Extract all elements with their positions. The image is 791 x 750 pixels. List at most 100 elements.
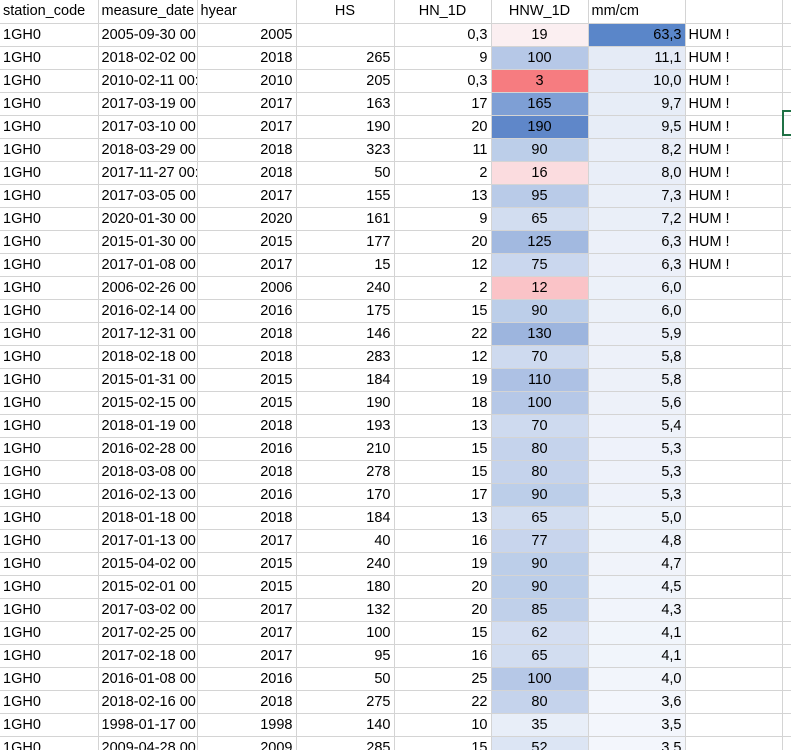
cell-hnw-1d[interactable]: 80: [491, 437, 589, 461]
cell-measure-date[interactable]: 1998-01-17 00:00: [98, 713, 198, 737]
cell-empty[interactable]: [782, 138, 791, 162]
cell-measure-date[interactable]: 2017-11-27 00:00: [98, 161, 198, 185]
cell-hyear[interactable]: 1998: [197, 713, 297, 737]
cell-mm-per-cm[interactable]: 3,5: [588, 713, 686, 737]
cell-empty[interactable]: [782, 276, 791, 300]
cell-hs[interactable]: 180: [296, 575, 395, 599]
cell-hs[interactable]: 40: [296, 529, 395, 553]
cell-hyear[interactable]: 2016: [197, 483, 297, 507]
cell-hs[interactable]: 193: [296, 414, 395, 438]
cell-hnw-1d[interactable]: 95: [491, 184, 589, 208]
cell-mm-per-cm[interactable]: 4,1: [588, 621, 686, 645]
cell-station-code[interactable]: 1GH0: [0, 92, 99, 116]
cell-hyear[interactable]: 2009: [197, 736, 297, 750]
cell-hnw-1d[interactable]: 35: [491, 713, 589, 737]
cell-empty[interactable]: [782, 345, 791, 369]
cell-station-code[interactable]: 1GH0: [0, 368, 99, 392]
cell-hnw-1d[interactable]: 12: [491, 276, 589, 300]
cell-hyear[interactable]: 2018: [197, 460, 297, 484]
cell-hn-1d[interactable]: 17: [394, 483, 492, 507]
cell-hn-1d[interactable]: 13: [394, 414, 492, 438]
cell-empty[interactable]: [782, 69, 791, 93]
cell-station-code[interactable]: 1GH0: [0, 690, 99, 714]
cell-mm-per-cm[interactable]: 3,5: [588, 736, 686, 750]
cell-hyear[interactable]: 2017: [197, 115, 297, 139]
cell-hn-1d[interactable]: 12: [394, 253, 492, 277]
cell-hyear[interactable]: 2020: [197, 207, 297, 231]
cell-hs[interactable]: 205: [296, 69, 395, 93]
cell-hs[interactable]: 15: [296, 253, 395, 277]
cell-station-code[interactable]: 1GH0: [0, 414, 99, 438]
cell-hnw-1d[interactable]: 90: [491, 575, 589, 599]
cell-hn-1d[interactable]: 20: [394, 598, 492, 622]
cell-hnw-1d[interactable]: 62: [491, 621, 589, 645]
cell-note[interactable]: [685, 690, 783, 714]
cell-hnw-1d[interactable]: 85: [491, 598, 589, 622]
cell-empty[interactable]: [782, 644, 791, 668]
cell-hyear[interactable]: 2016: [197, 437, 297, 461]
cell-empty[interactable]: [782, 184, 791, 208]
header-hn-1d[interactable]: HN_1D: [394, 0, 492, 24]
cell-hs[interactable]: 177: [296, 230, 395, 254]
cell-measure-date[interactable]: 2017-03-02 00:00: [98, 598, 198, 622]
cell-station-code[interactable]: 1GH0: [0, 713, 99, 737]
cell-station-code[interactable]: 1GH0: [0, 23, 99, 47]
cell-station-code[interactable]: 1GH0: [0, 253, 99, 277]
cell-measure-date[interactable]: 2018-03-08 00:00: [98, 460, 198, 484]
cell-station-code[interactable]: 1GH0: [0, 391, 99, 415]
cell-station-code[interactable]: 1GH0: [0, 736, 99, 750]
cell-empty[interactable]: [782, 667, 791, 691]
cell-measure-date[interactable]: 2020-01-30 00:00: [98, 207, 198, 231]
cell-note[interactable]: HUM !: [685, 46, 783, 70]
header-mm-per-cm[interactable]: mm/cm: [588, 0, 686, 24]
cell-hnw-1d[interactable]: 130: [491, 322, 589, 346]
cell-hnw-1d[interactable]: 90: [491, 299, 589, 323]
cell-hs[interactable]: 278: [296, 460, 395, 484]
cell-empty[interactable]: [782, 391, 791, 415]
cell-hnw-1d[interactable]: 65: [491, 644, 589, 668]
cell-station-code[interactable]: 1GH0: [0, 230, 99, 254]
cell-station-code[interactable]: 1GH0: [0, 483, 99, 507]
cell-note[interactable]: [685, 276, 783, 300]
cell-station-code[interactable]: 1GH0: [0, 115, 99, 139]
cell-measure-date[interactable]: 2015-01-30 00:00: [98, 230, 198, 254]
cell-hs[interactable]: 184: [296, 506, 395, 530]
cell-station-code[interactable]: 1GH0: [0, 299, 99, 323]
cell-hn-1d[interactable]: 13: [394, 506, 492, 530]
cell-mm-per-cm[interactable]: 5,3: [588, 437, 686, 461]
cell-hs[interactable]: 132: [296, 598, 395, 622]
cell-empty[interactable]: [782, 23, 791, 47]
cell-measure-date[interactable]: 2016-02-28 00:00: [98, 437, 198, 461]
cell-measure-date[interactable]: 2005-09-30 00:00: [98, 23, 198, 47]
cell-empty[interactable]: [782, 713, 791, 737]
cell-note[interactable]: [685, 299, 783, 323]
cell-hnw-1d[interactable]: 190: [491, 115, 589, 139]
cell-hn-1d[interactable]: 2: [394, 161, 492, 185]
cell-station-code[interactable]: 1GH0: [0, 506, 99, 530]
cell-hyear[interactable]: 2016: [197, 667, 297, 691]
cell-measure-date[interactable]: 2006-02-26 00:00: [98, 276, 198, 300]
cell-measure-date[interactable]: 2017-01-13 00:00: [98, 529, 198, 553]
cell-empty[interactable]: [782, 483, 791, 507]
cell-note[interactable]: [685, 483, 783, 507]
cell-hs[interactable]: 50: [296, 161, 395, 185]
cell-hnw-1d[interactable]: 80: [491, 460, 589, 484]
cell-hyear[interactable]: 2015: [197, 368, 297, 392]
cell-measure-date[interactable]: 2017-03-19 00:00: [98, 92, 198, 116]
cell-station-code[interactable]: 1GH0: [0, 621, 99, 645]
cell-hs[interactable]: 190: [296, 391, 395, 415]
